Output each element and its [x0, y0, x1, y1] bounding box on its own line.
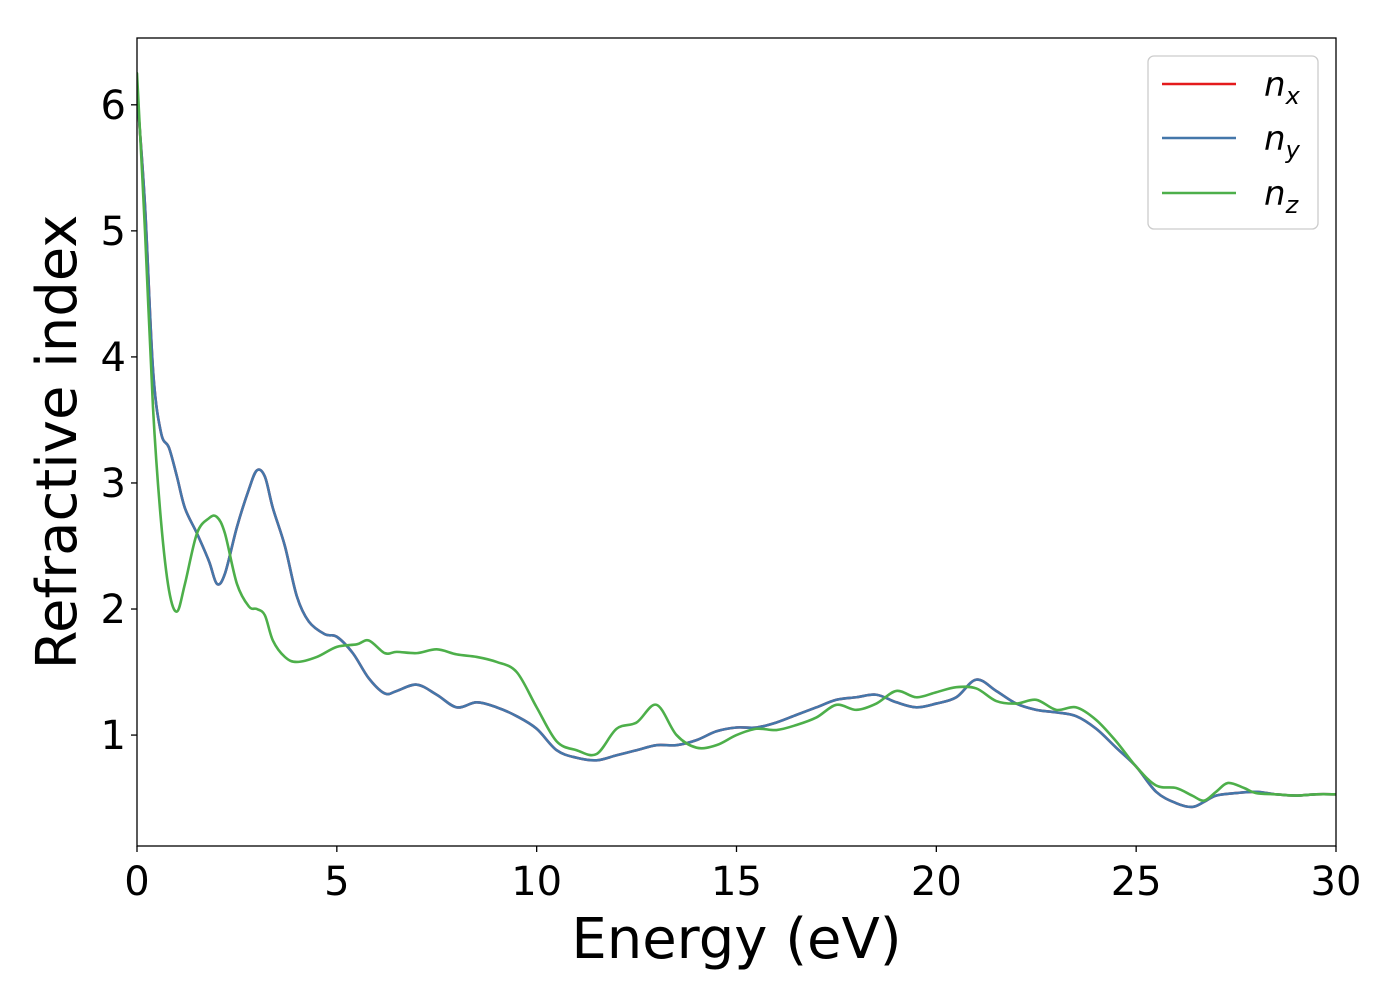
y-tick-label: 2 — [101, 587, 126, 633]
legend-label-ny: ny — [1264, 119, 1301, 164]
y-tick-label: 1 — [101, 713, 126, 759]
y-axis-title: Refractive index — [25, 215, 90, 670]
legend-label-nz: nz — [1264, 174, 1300, 219]
legend-box — [1147, 55, 1319, 230]
x-tick-label: 25 — [1111, 859, 1162, 905]
y-tick-label: 4 — [101, 335, 126, 381]
x-tick-label: 0 — [124, 859, 149, 905]
x-tick-label: 15 — [711, 859, 762, 905]
legend: nx ny nz — [1147, 55, 1319, 230]
series-line-ny — [137, 90, 1336, 809]
x-tick-label: 5 — [324, 859, 349, 905]
y-tick-label: 5 — [101, 209, 126, 255]
y-tick-label: 6 — [101, 83, 126, 129]
legend-label-nx: nx — [1264, 65, 1301, 110]
x-axis: 0 5 10 15 20 25 30 — [124, 846, 1361, 905]
x-tick-label: 20 — [911, 859, 962, 905]
y-tick-label: 3 — [101, 461, 126, 507]
x-tick-label: 30 — [1311, 859, 1362, 905]
series-line-nz — [137, 71, 1336, 802]
x-axis-title: Energy (eV) — [571, 907, 901, 972]
series-layer — [137, 71, 1336, 809]
y-axis: 1 2 3 4 5 6 — [101, 83, 137, 759]
x-tick-label: 10 — [511, 859, 562, 905]
